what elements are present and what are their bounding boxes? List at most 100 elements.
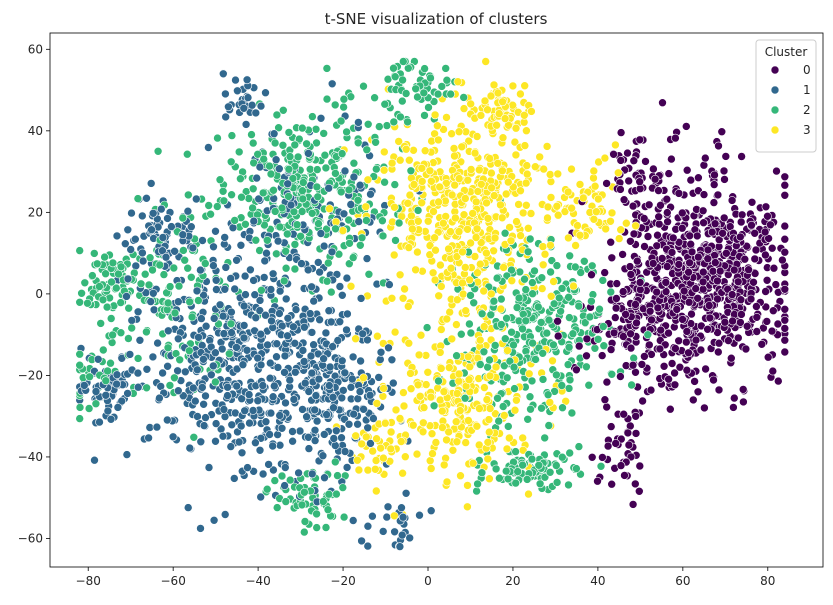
data-point-cluster-3 (481, 57, 491, 66)
data-point-cluster-3 (524, 489, 533, 499)
data-point-cluster-2 (144, 280, 154, 290)
data-point-cluster-1 (245, 418, 254, 428)
data-point-cluster-1 (123, 225, 133, 235)
data-point-cluster-0 (659, 361, 669, 371)
data-point-cluster-0 (663, 217, 672, 226)
data-point-cluster-1 (280, 481, 289, 490)
data-point-cluster-2 (390, 180, 400, 189)
data-point-cluster-1 (192, 194, 201, 204)
data-point-cluster-3 (498, 166, 507, 176)
data-point-cluster-2 (95, 282, 104, 291)
data-point-cluster-0 (766, 220, 775, 230)
data-point-cluster-0 (772, 166, 781, 176)
data-point-cluster-3 (455, 406, 465, 415)
data-point-cluster-3 (429, 207, 438, 216)
data-point-cluster-2 (348, 253, 358, 262)
data-point-cluster-2 (326, 287, 336, 297)
data-point-cluster-2 (163, 298, 173, 308)
data-point-cluster-2 (572, 464, 581, 473)
data-point-cluster-2 (300, 487, 309, 497)
data-point-cluster-1 (395, 542, 405, 551)
data-point-cluster-0 (709, 180, 719, 189)
data-point-cluster-0 (641, 157, 650, 166)
data-point-cluster-1 (215, 300, 225, 310)
data-point-cluster-1 (324, 381, 334, 390)
data-point-cluster-0 (662, 194, 672, 204)
data-point-cluster-3 (430, 110, 440, 120)
data-point-cluster-1 (254, 194, 264, 204)
data-point-cluster-2 (101, 269, 110, 279)
data-point-cluster-1 (127, 208, 136, 218)
data-point-cluster-2 (194, 296, 203, 305)
data-point-cluster-3 (631, 221, 640, 231)
data-point-cluster-2 (473, 479, 482, 489)
data-point-cluster-3 (510, 137, 520, 147)
data-point-cluster-2 (522, 475, 532, 484)
data-point-cluster-3 (538, 242, 548, 251)
data-point-cluster-3 (442, 477, 452, 487)
data-point-cluster-2 (284, 192, 293, 201)
data-point-cluster-0 (626, 270, 636, 279)
data-point-cluster-3 (380, 418, 390, 428)
data-point-cluster-2 (483, 362, 492, 372)
data-point-cluster-0 (750, 229, 760, 238)
data-point-cluster-3 (482, 395, 492, 404)
data-point-cluster-2 (331, 224, 340, 234)
data-point-cluster-0 (721, 249, 731, 258)
data-point-cluster-2 (258, 188, 268, 198)
data-point-cluster-3 (439, 460, 449, 470)
data-point-cluster-0 (750, 254, 760, 264)
data-point-cluster-3 (522, 169, 532, 179)
data-point-cluster-2 (312, 165, 322, 174)
data-point-cluster-0 (721, 152, 731, 161)
data-point-cluster-1 (112, 370, 122, 380)
data-point-cluster-0 (700, 153, 710, 163)
data-point-cluster-0 (672, 305, 682, 314)
data-point-cluster-1 (363, 423, 373, 433)
data-point-cluster-2 (544, 315, 554, 325)
y-tick-label: −40 (18, 450, 43, 464)
data-point-cluster-1 (220, 510, 230, 519)
data-point-cluster-1 (314, 374, 324, 384)
data-point-cluster-1 (138, 248, 147, 258)
data-point-cluster-2 (114, 269, 123, 279)
data-point-cluster-2 (333, 471, 342, 480)
data-point-cluster-2 (272, 503, 282, 512)
data-point-cluster-2 (92, 259, 102, 269)
data-point-cluster-3 (351, 334, 360, 344)
data-point-cluster-3 (600, 153, 610, 163)
data-point-cluster-0 (760, 227, 770, 237)
data-point-cluster-1 (211, 275, 221, 285)
data-point-cluster-0 (693, 387, 703, 397)
data-point-cluster-3 (502, 444, 512, 454)
data-point-cluster-1 (138, 211, 147, 221)
data-point-cluster-0 (749, 277, 758, 287)
data-point-cluster-1 (121, 239, 130, 248)
data-point-cluster-1 (199, 421, 209, 430)
data-point-cluster-1 (238, 360, 248, 370)
data-point-cluster-1 (311, 391, 321, 400)
data-point-cluster-2 (510, 384, 519, 393)
data-point-cluster-2 (298, 186, 307, 195)
data-point-cluster-0 (628, 360, 638, 370)
data-point-cluster-3 (535, 152, 545, 162)
data-point-cluster-3 (457, 142, 467, 152)
data-point-cluster-1 (232, 255, 241, 265)
x-tick-label: 0 (424, 574, 432, 588)
legend-label-0: 0 (803, 63, 811, 77)
data-point-cluster-2 (567, 408, 577, 418)
data-point-cluster-0 (699, 190, 709, 199)
data-point-cluster-0 (691, 284, 701, 293)
data-point-cluster-0 (619, 195, 629, 204)
data-point-cluster-0 (691, 335, 701, 345)
data-point-cluster-0 (720, 175, 729, 184)
data-point-cluster-2 (311, 125, 321, 134)
data-point-cluster-1 (259, 273, 269, 282)
data-point-cluster-2 (299, 527, 309, 537)
data-point-cluster-1 (286, 200, 296, 210)
data-point-cluster-3 (539, 164, 549, 174)
data-point-cluster-1 (359, 404, 368, 414)
data-point-cluster-2 (344, 259, 354, 269)
data-point-cluster-3 (474, 440, 484, 450)
